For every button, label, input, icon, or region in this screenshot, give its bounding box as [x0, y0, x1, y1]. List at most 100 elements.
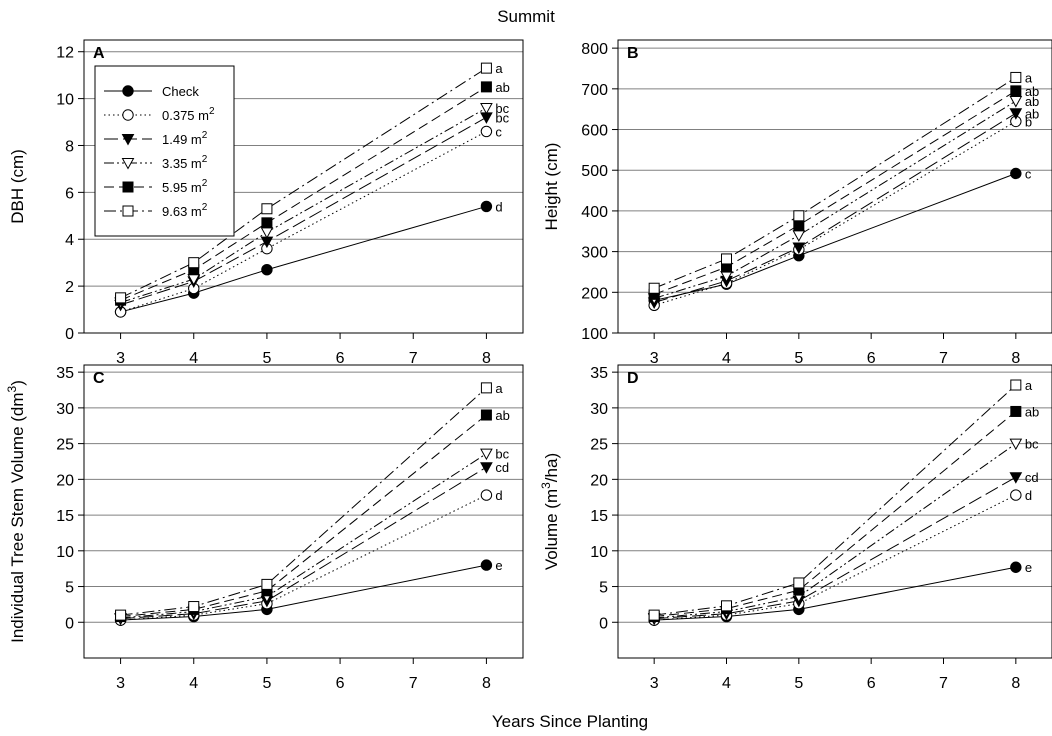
y-tick-label: 30 [56, 401, 74, 418]
data-point [115, 292, 127, 304]
y-tick-label: 10 [56, 92, 74, 109]
significance-label: c [1025, 166, 1032, 181]
significance-label: a [495, 61, 503, 76]
significance-label: ab [1025, 106, 1039, 121]
plot-frame [617, 39, 1052, 334]
x-tick-label: 7 [939, 675, 948, 692]
significance-label: bc [495, 110, 509, 125]
significance-label: bc [495, 447, 509, 462]
y-axis-label: DBH (cm) [8, 149, 27, 224]
data-point [480, 448, 493, 461]
data-point [480, 81, 492, 93]
data-point [261, 217, 273, 229]
y-tick-label: 2 [65, 279, 74, 296]
data-point [1009, 96, 1023, 108]
data-point [648, 282, 660, 294]
data-point [1009, 108, 1023, 120]
y-tick-label: 15 [56, 508, 74, 525]
data-point [792, 230, 806, 242]
y-axis-label: Individual Tree Stem Volume (dm3) [5, 380, 27, 643]
panel-letter: C [93, 370, 105, 387]
significance-label: a [1025, 70, 1033, 85]
data-point [480, 559, 493, 571]
panel-c: 0 5 10 15 20 25 30 35 3 4 5 6 7 8 C Individual Tree Ste… [5, 364, 524, 692]
y-tick-label: 15 [590, 508, 608, 525]
y-tick-label: 0 [599, 615, 608, 632]
legend-label: Check [162, 84, 199, 99]
y-axis-label: Volume (m3/ha) [539, 453, 561, 570]
series-line-1 [120, 205, 487, 313]
x-tick-label: 3 [116, 675, 125, 692]
data-point [1010, 85, 1022, 97]
x-tick-label: 8 [1011, 350, 1020, 367]
legend-marker [122, 85, 134, 97]
data-point [261, 264, 273, 276]
y-tick-label: 5 [599, 580, 608, 597]
y-tick-label: 10 [590, 544, 608, 561]
x-tick-label: 5 [262, 675, 271, 692]
series-line-5 [653, 90, 1017, 295]
significance-label: bc [1025, 437, 1039, 452]
y-tick-label: 35 [56, 365, 74, 382]
y-tick-label: 6 [65, 185, 74, 202]
legend-marker [122, 109, 134, 121]
data-point [721, 253, 732, 265]
data-point [793, 210, 805, 222]
data-point [261, 203, 273, 215]
significance-label: e [1025, 560, 1032, 575]
significance-label: a [1025, 378, 1033, 393]
x-tick-label: 8 [482, 350, 491, 367]
y-tick-label: 0 [65, 615, 74, 632]
series-line-5 [120, 414, 487, 618]
y-tick-label: 200 [581, 285, 608, 302]
x-tick-label: 5 [794, 675, 803, 692]
data-point [480, 200, 493, 213]
data-point [480, 125, 493, 138]
x-tick-label: 3 [650, 675, 659, 692]
series-line-3 [654, 112, 1017, 303]
significance-label: ab [1025, 94, 1039, 109]
panel-letter: A [93, 45, 105, 62]
data-point [721, 600, 732, 612]
legend-box [94, 65, 235, 237]
series-line-5 [654, 411, 1017, 618]
data-point [480, 102, 493, 115]
x-tick-label: 7 [939, 350, 948, 367]
series-line-6 [120, 387, 487, 616]
x-tick-label: 6 [867, 675, 876, 692]
legend-label: 1.49 m2 [162, 130, 208, 147]
legend-marker [122, 205, 134, 217]
data-point [115, 609, 127, 621]
data-point [188, 257, 200, 269]
data-point [260, 227, 274, 239]
series-line-2 [654, 494, 1017, 621]
x-tick-label: 8 [482, 675, 491, 692]
series-line-4 [654, 100, 1017, 299]
data-point [1010, 167, 1022, 180]
y-tick-label: 8 [65, 138, 74, 155]
series-line-1 [654, 566, 1016, 621]
plot-frame [617, 364, 1052, 659]
y-tick-label: 5 [65, 580, 74, 597]
x-tick-label: 6 [867, 350, 876, 367]
significance-label: ab [495, 80, 509, 95]
y-tick-label: 25 [590, 437, 608, 454]
series-line-5 [120, 86, 487, 301]
y-tick-label: 20 [56, 472, 74, 489]
data-point [480, 62, 492, 74]
series-line-2 [120, 494, 487, 621]
series-line-3 [120, 466, 487, 620]
x-tick-label: 7 [409, 350, 418, 367]
panel-letter: B [627, 45, 639, 62]
significance-label: a [495, 381, 503, 396]
series-line-1 [120, 564, 487, 621]
x-tick-label: 4 [722, 675, 731, 692]
x-tick-label: 7 [409, 675, 418, 692]
y-tick-label: 30 [590, 401, 608, 418]
data-point [480, 409, 492, 421]
y-tick-label: 500 [581, 163, 608, 180]
significance-label: c [495, 124, 502, 139]
data-point [261, 578, 273, 590]
